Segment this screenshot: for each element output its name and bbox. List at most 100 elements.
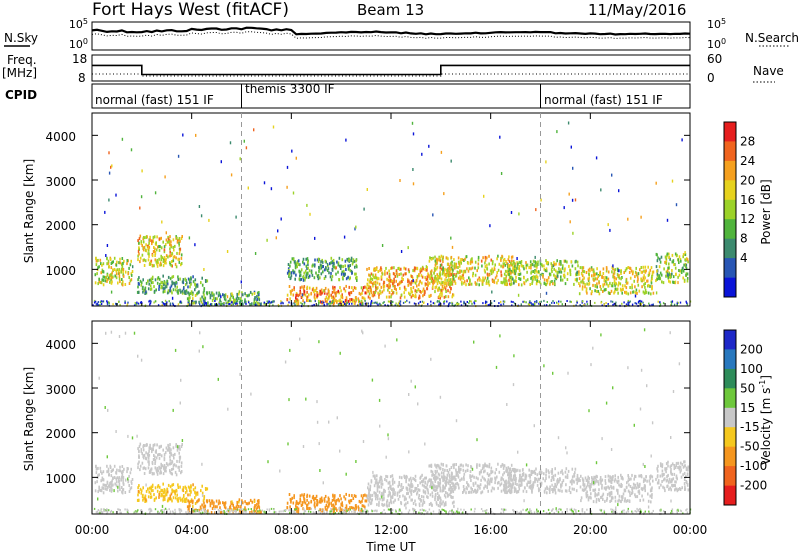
heatmap-cell [461,276,463,280]
heatmap-cell [604,275,606,279]
heatmap-cell [532,481,535,485]
heatmap-cell [245,294,248,298]
heatmap-cell [202,291,205,295]
heatmap-cell [341,508,343,512]
heatmap-cell [565,467,568,471]
heatmap-cell [164,494,166,498]
heatmap-cell [369,285,372,289]
heatmap-cell [513,468,516,471]
heatmap-cell [187,285,189,289]
heatmap-cell [176,285,178,289]
heatmap-cell [530,473,533,476]
heatmap-cell [521,478,524,482]
heatmap-cell [217,502,220,506]
heatmap-cell [355,259,357,263]
heatmap-cell [437,496,439,500]
heatmap-cell [471,488,473,491]
heatmap-cell [475,300,477,302]
heatmap-cell [506,270,508,274]
heatmap-cell [451,481,453,485]
heatmap-cell [171,468,173,471]
heatmap-cell [639,299,641,302]
heatmap-cell [327,302,330,305]
heatmap-cell [648,479,651,483]
heatmap-cell [543,278,546,282]
power-y-tick-2000: 2000 [45,219,76,233]
heatmap-cell [404,267,407,271]
heatmap-cell [445,290,447,293]
heatmap-cell [295,293,297,297]
heatmap-cell [443,273,446,277]
heatmap-cell [120,478,122,482]
heatmap-cell [348,258,350,262]
heatmap-cell [180,253,183,257]
heatmap-cell [680,475,683,479]
heatmap-cell [505,260,507,263]
heatmap-cell [308,269,311,273]
heatmap-cell [121,465,124,468]
heatmap-cell [205,303,208,306]
heatmap-cell [407,491,409,495]
heatmap-cell [289,297,291,301]
heatmap-cell [452,463,454,467]
heatmap-cell [168,448,170,452]
heatmap-cell [450,495,452,498]
heatmap-cell [307,507,309,510]
heatmap-cell [172,256,175,259]
heatmap-cell [148,282,150,286]
heatmap-cell [584,285,586,289]
heatmap-cell [148,453,151,457]
heatmap-cell [451,271,454,275]
heatmap-cell [194,283,196,287]
heatmap-cell [425,486,428,490]
heatmap-cell [128,474,130,478]
heatmap-cell [245,302,247,305]
heatmap-cell [444,501,447,505]
heatmap-cell [400,484,402,488]
heatmap-cell [353,259,356,263]
heatmap-cell [327,288,330,292]
heatmap-cell [669,275,672,279]
heatmap-cell [260,302,262,306]
heatmap-cell [581,269,584,273]
heatmap-cell [470,475,472,479]
heatmap-cell [239,298,242,302]
heatmap-cell [428,478,431,482]
heatmap-cell [431,481,434,485]
heatmap-cell [582,480,585,484]
heatmap-cell [484,258,487,262]
heatmap-cell [370,277,372,281]
heatmap-cell [94,300,97,303]
heatmap-cell [370,299,373,302]
heatmap-cell [430,269,433,273]
heatmap-cell [328,295,330,299]
heatmap-cell [466,301,468,303]
heatmap-cell [162,448,164,452]
heatmap-cell [670,467,672,471]
heatmap-cell [556,271,559,275]
heatmap-cell [296,501,299,505]
heatmap-cell [545,470,547,474]
heatmap-cell [235,297,238,301]
heatmap-cell [571,487,574,491]
heatmap-cell [339,298,342,302]
heatmap-cell [560,300,562,303]
heatmap-cell [182,486,185,490]
heatmap-cell [242,303,244,306]
heatmap-cell [623,271,625,274]
heatmap-cell [531,280,534,284]
heatmap-cell [172,245,174,249]
heatmap-cell [405,486,408,490]
heatmap-cell [476,463,478,467]
heatmap-cell [525,261,527,265]
heatmap-cell [106,257,108,261]
heatmap-cell [636,495,639,499]
heatmap-cell [441,281,443,284]
heatmap-cell [566,475,569,479]
heatmap-cell [652,291,655,295]
heatmap-cell [679,269,681,273]
heatmap-cell [488,465,490,469]
heatmap-cell [434,290,436,294]
heatmap-cell [471,302,473,305]
heatmap-cell [682,266,684,270]
